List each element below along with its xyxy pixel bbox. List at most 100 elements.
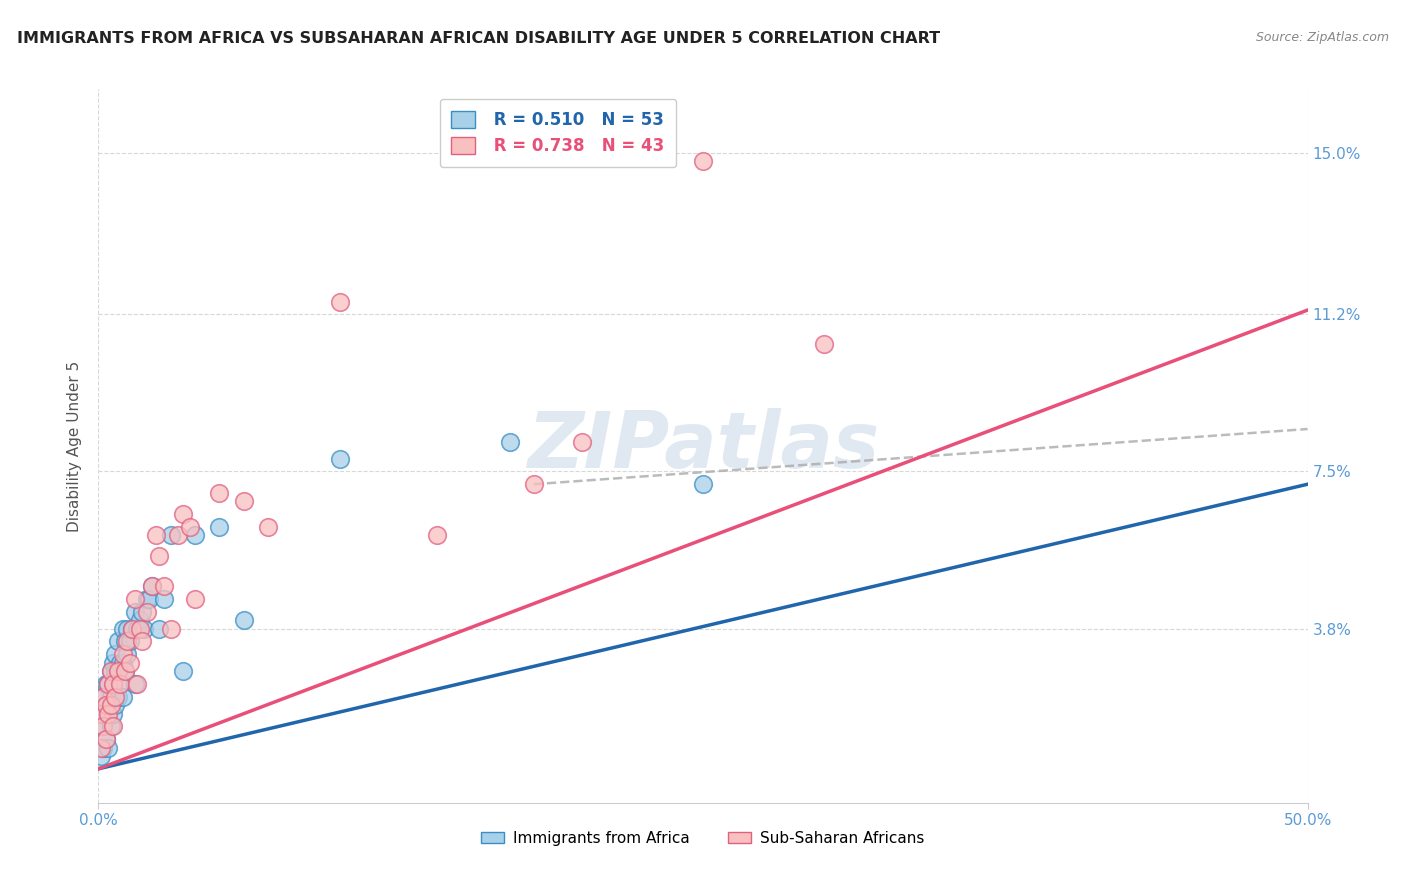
Point (108, 677, 131, 691)
Point (692, 477, 714, 491)
Legend: Immigrants from Africa, Sub-Saharan Africans: Immigrants from Africa, Sub-Saharan Afri… (475, 825, 931, 852)
Point (111, 622, 134, 636)
Point (232, 613, 254, 627)
Point (104, 698, 127, 712)
Point (571, 434, 593, 449)
Point (90, 719, 112, 733)
Point (104, 647, 127, 661)
Point (498, 434, 520, 449)
Point (121, 622, 143, 636)
Point (117, 622, 139, 636)
Point (101, 677, 124, 691)
Point (91, 719, 114, 733)
Point (134, 622, 156, 636)
Point (111, 656, 134, 670)
Point (114, 664, 136, 678)
Point (329, 451, 352, 466)
Point (131, 605, 153, 619)
Point (101, 677, 124, 691)
Point (107, 634, 129, 648)
Point (91, 690, 114, 704)
Point (97, 706, 120, 721)
Point (523, 477, 546, 491)
Point (107, 664, 129, 678)
Point (118, 634, 141, 648)
Point (107, 690, 129, 704)
Point (128, 613, 150, 627)
Point (91, 740, 114, 755)
Point (111, 647, 134, 661)
Point (141, 579, 163, 593)
Point (108, 656, 131, 670)
Point (152, 579, 174, 593)
Point (100, 664, 122, 678)
Point (100, 698, 122, 712)
Point (131, 634, 153, 648)
Point (208, 485, 231, 500)
Point (111, 690, 134, 704)
Point (97, 706, 120, 721)
Point (94, 677, 117, 691)
Point (128, 622, 150, 636)
Point (114, 664, 136, 678)
Point (90, 706, 112, 721)
Point (148, 549, 170, 564)
Point (172, 664, 194, 678)
Point (160, 622, 183, 636)
Point (232, 494, 254, 508)
Point (167, 528, 190, 542)
Y-axis label: Disability Age Under 5: Disability Age Under 5 (67, 360, 83, 532)
Point (107, 664, 129, 678)
Point (127, 622, 149, 636)
Point (97, 740, 120, 755)
Point (692, 154, 714, 169)
Text: IMMIGRANTS FROM AFRICA VS SUBSAHARAN AFRICAN DISABILITY AGE UNDER 5 CORRELATION : IMMIGRANTS FROM AFRICA VS SUBSAHARAN AFR… (17, 31, 941, 46)
Point (90, 749, 112, 764)
Point (138, 591, 160, 606)
Point (94, 732, 117, 747)
Point (135, 605, 157, 619)
Point (90, 740, 112, 755)
Point (117, 647, 139, 661)
Point (100, 690, 122, 704)
Point (179, 519, 201, 533)
Point (208, 519, 231, 533)
Point (91, 690, 114, 704)
Point (127, 677, 149, 691)
Point (101, 656, 124, 670)
Point (118, 656, 141, 670)
Point (91, 706, 114, 721)
Point (184, 528, 207, 542)
Point (184, 591, 207, 606)
Point (152, 591, 174, 606)
Point (114, 634, 136, 648)
Point (256, 519, 278, 533)
Point (101, 706, 124, 721)
Point (141, 579, 163, 593)
Point (97, 677, 120, 691)
Point (121, 622, 143, 636)
Point (94, 732, 117, 747)
Point (160, 528, 183, 542)
Point (172, 507, 194, 521)
Point (145, 528, 167, 542)
Point (148, 622, 170, 636)
Point (124, 677, 146, 691)
Point (101, 719, 124, 733)
Point (94, 698, 117, 712)
Point (329, 294, 352, 309)
Point (135, 591, 157, 606)
Point (94, 698, 117, 712)
Point (104, 690, 127, 704)
Text: Source: ZipAtlas.com: Source: ZipAtlas.com (1256, 31, 1389, 45)
Point (813, 337, 835, 351)
Point (104, 664, 127, 678)
Point (100, 719, 122, 733)
Point (108, 677, 131, 691)
Text: ZIPatlas: ZIPatlas (527, 408, 879, 484)
Point (97, 677, 120, 691)
Point (100, 664, 122, 678)
Point (117, 634, 139, 648)
Point (124, 591, 146, 606)
Point (124, 605, 146, 619)
